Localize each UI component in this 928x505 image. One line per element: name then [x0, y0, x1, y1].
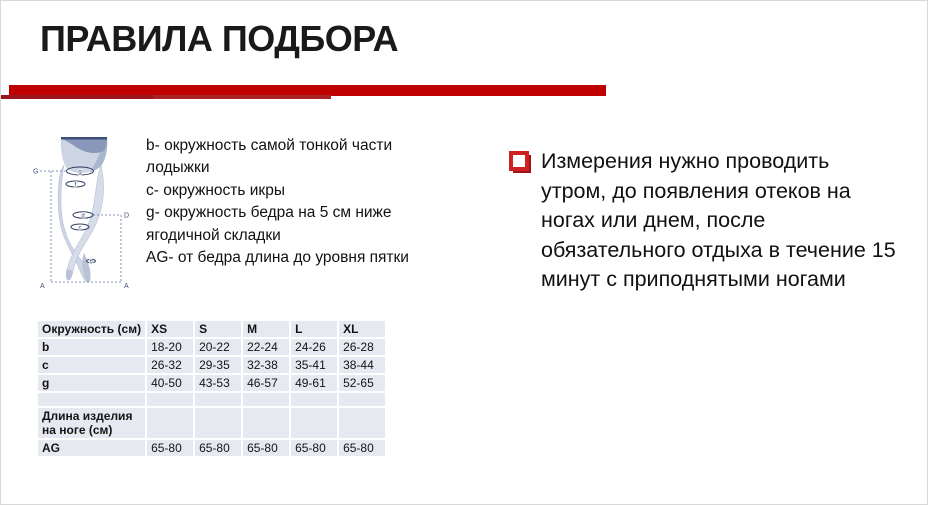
- axis-label-D: D: [124, 213, 129, 220]
- table-cell: 20-22: [195, 339, 242, 355]
- leg-measurement-diagram: G D A A g f d c b: [31, 125, 137, 299]
- table-cell: 43-53: [195, 375, 242, 391]
- title-underline-shadow: [1, 95, 331, 99]
- table-cell: [291, 393, 338, 406]
- table-cell: 24-26: [291, 339, 338, 355]
- table-cell: [147, 408, 194, 438]
- table-cell: 29-35: [195, 357, 242, 373]
- ring-c: [70, 223, 90, 231]
- table-cell: 65-80: [339, 440, 386, 456]
- table-header-cell: M: [243, 321, 290, 337]
- table-header-cell: XS: [147, 321, 194, 337]
- table-cell: [339, 408, 386, 438]
- table-cell: [339, 393, 386, 406]
- table-row-label: AG: [38, 440, 146, 456]
- table-row-label: Длина изделия на ноге (см): [38, 408, 146, 438]
- title-underline-bar: [9, 85, 606, 96]
- table-cell: 18-20: [147, 339, 194, 355]
- ring-f: [65, 180, 86, 188]
- table-cell: 52-65: [339, 375, 386, 391]
- ring-b: [86, 258, 96, 264]
- size-table: Окружность (см) XS S M L XL b 18-20 20-22 22-24 24…: [36, 319, 387, 458]
- table-cell: 35-41: [291, 357, 338, 373]
- table-cell: [195, 393, 242, 406]
- axis-label-A-right: A: [124, 283, 129, 290]
- measurement-note-text: Измерения нужно проводить утром, до появл…: [541, 147, 896, 295]
- text-line: обязательного отдыха в течение 15: [541, 237, 896, 262]
- measurement-legend: b- окружность самой тонкой части лодыжки c…: [146, 135, 456, 269]
- table-header-row: Окружность (см) XS S M L XL: [38, 321, 386, 337]
- table-row: g 40-50 43-53 46-57 49-61 52-65: [38, 375, 386, 391]
- table-cell: 65-80: [195, 440, 242, 456]
- table-cell: 38-44: [339, 357, 386, 373]
- checkbox-bullet-icon: [509, 151, 529, 171]
- table-row: Длина изделия на ноге (см): [38, 408, 386, 438]
- ring-label-b: b: [89, 260, 93, 266]
- front-foot-shade: [66, 269, 73, 281]
- table-cell: 26-28: [339, 339, 386, 355]
- text-line: ягодичной складки: [146, 226, 281, 244]
- axis-label-A-left: A: [40, 283, 45, 290]
- measurement-note: Измерения нужно проводить утром, до появл…: [509, 147, 896, 295]
- table-header-cell: Окружность (см): [38, 321, 146, 337]
- table-row-label: c: [38, 357, 146, 373]
- table-cell: 40-50: [147, 375, 194, 391]
- table-cell: [195, 408, 242, 438]
- ring-d: [72, 211, 94, 219]
- text-line: c- окружность икры: [146, 181, 285, 199]
- table-cell: [291, 408, 338, 438]
- table-cell: [243, 393, 290, 406]
- table-header-cell: L: [291, 321, 338, 337]
- ring-label-f: f: [75, 183, 77, 189]
- back-ankle-shade: [82, 253, 91, 282]
- ring-label-c: c: [79, 226, 82, 232]
- text-line: b- окружность самой тонкой части: [146, 137, 393, 154]
- ring-g: [66, 166, 94, 176]
- table-row: AG 65-80 65-80 65-80 65-80 65-80: [38, 440, 386, 456]
- axis-label-G: G: [33, 169, 38, 176]
- legs-illustration: G D A A g f d c b: [33, 137, 129, 290]
- table-row: [38, 393, 386, 406]
- text-line: минут с приподнятыми ногами: [541, 267, 846, 291]
- waist-band: [61, 137, 107, 154]
- ring-label-g: g: [78, 170, 81, 176]
- table-row-label: b: [38, 339, 146, 355]
- table-row: b 18-20 20-22 22-24 24-26 26-28: [38, 339, 386, 355]
- table-row: c 26-32 29-35 32-38 35-41 38-44: [38, 357, 386, 373]
- table-header-cell: S: [195, 321, 242, 337]
- table-row-label: [38, 393, 146, 406]
- ring-label-d: d: [81, 214, 84, 220]
- text-line: лодыжки: [146, 159, 210, 177]
- table-cell: 22-24: [243, 339, 290, 355]
- table-cell: 26-32: [147, 357, 194, 373]
- text-line: ногах или днем, после: [541, 208, 766, 232]
- page-title: ПРАВИЛА ПОДБОРА: [40, 18, 399, 59]
- text-line: утром, до появления отеков на: [541, 178, 851, 203]
- table-cell: 49-61: [291, 375, 338, 391]
- table-row-label: g: [38, 375, 146, 391]
- text-line: Измерения нужно проводить: [541, 149, 830, 173]
- table-cell: [147, 393, 194, 406]
- text-line: AG- от бедра длина до уровня пятки: [146, 249, 409, 267]
- table-cell: 65-80: [147, 440, 194, 456]
- text-line: g- окружность бедра на 5 см ниже: [146, 204, 392, 222]
- table-cell: [243, 408, 290, 438]
- table-cell: 32-38: [243, 357, 290, 373]
- table-cell: 65-80: [243, 440, 290, 456]
- table-header-cell: XL: [339, 321, 386, 337]
- waist-edge: [61, 137, 107, 140]
- table-cell: 46-57: [243, 375, 290, 391]
- table-cell: 65-80: [291, 440, 338, 456]
